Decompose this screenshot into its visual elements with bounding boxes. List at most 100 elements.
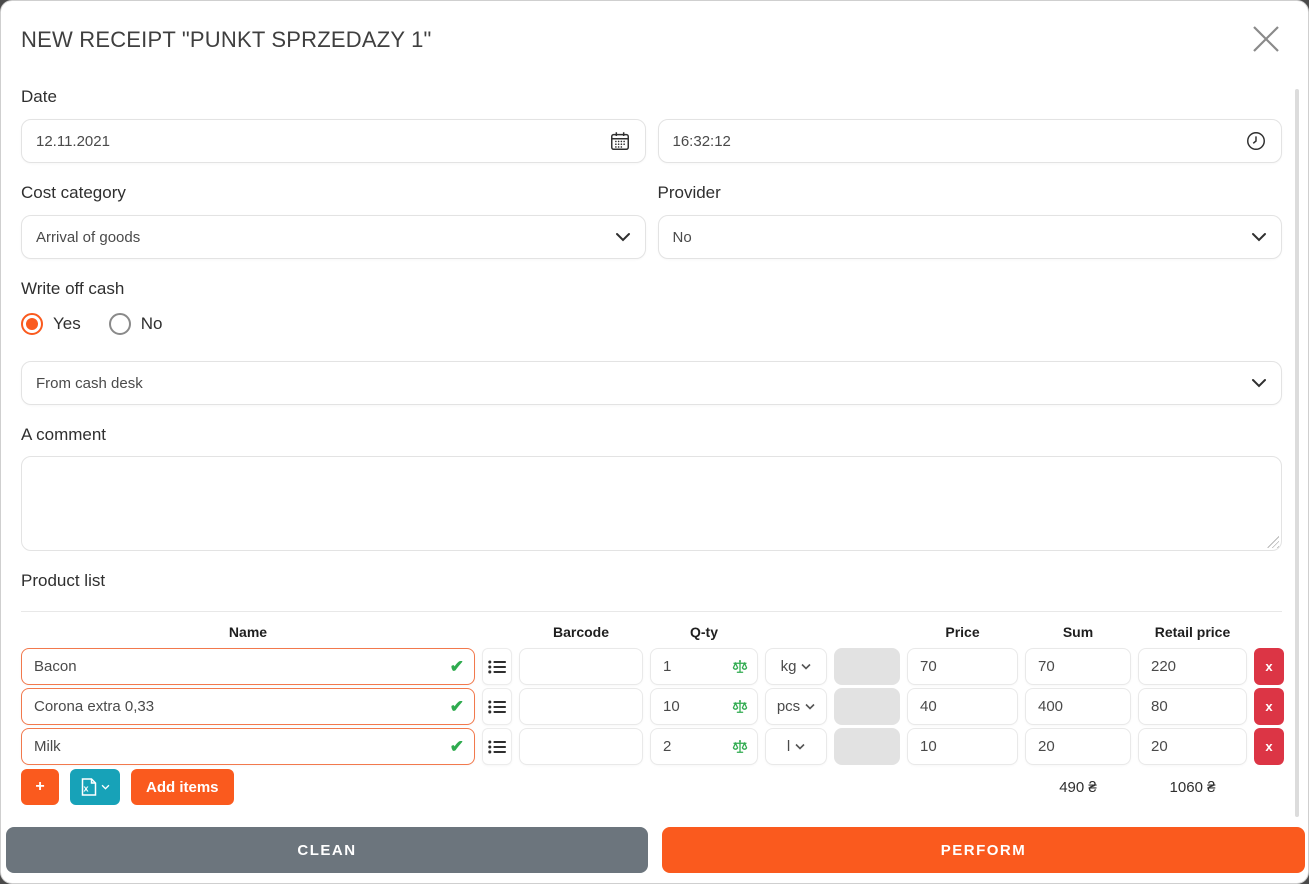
cash-source-select[interactable]: From cash desk bbox=[21, 361, 1282, 405]
delete-row-button[interactable]: x bbox=[1254, 688, 1284, 725]
chevron-down-icon bbox=[795, 743, 805, 750]
write-off-no-label: No bbox=[140, 314, 163, 333]
unit-value: kg bbox=[780, 658, 797, 675]
sum-input[interactable] bbox=[1025, 688, 1131, 725]
radio-unchecked-icon[interactable] bbox=[108, 313, 131, 335]
product-options-button[interactable] bbox=[482, 688, 512, 725]
add-row-button[interactable]: + bbox=[21, 769, 59, 805]
excel-import-dropdown-button[interactable]: x bbox=[70, 769, 120, 805]
chevron-down-icon bbox=[101, 784, 109, 790]
retail-total: 1060 ₴ bbox=[1169, 778, 1216, 796]
table-row: ✔ kg bbox=[21, 648, 1284, 685]
retail-price-input[interactable] bbox=[1138, 688, 1247, 725]
sum-total: 490 ₴ bbox=[1059, 778, 1097, 796]
table-row: ✔ l bbox=[21, 728, 1284, 765]
write-off-yes-radio[interactable]: Yes bbox=[21, 313, 81, 335]
sum-input[interactable] bbox=[1025, 728, 1131, 765]
provider-value: No bbox=[672, 228, 692, 246]
scales-icon[interactable] bbox=[731, 698, 749, 716]
date-label: Date bbox=[21, 87, 57, 106]
chevron-down-icon bbox=[801, 663, 811, 670]
retail-price-input[interactable] bbox=[1138, 648, 1247, 685]
product-list-label: Product list bbox=[21, 571, 106, 590]
col-header-qty: Q-ty bbox=[690, 624, 718, 640]
comment-label: A comment bbox=[21, 425, 107, 444]
provider-select[interactable]: No bbox=[657, 215, 1282, 259]
retail-price-input[interactable] bbox=[1138, 728, 1247, 765]
price-input[interactable] bbox=[907, 728, 1018, 765]
perform-button[interactable]: PERFORM bbox=[662, 827, 1305, 873]
qty-input[interactable] bbox=[663, 698, 731, 715]
scales-icon[interactable] bbox=[731, 658, 749, 676]
cost-category-select[interactable]: Arrival of goods bbox=[21, 215, 646, 259]
col-header-price: Price bbox=[945, 624, 980, 640]
unit-select[interactable]: l bbox=[765, 728, 827, 765]
delete-row-button[interactable]: x bbox=[1254, 648, 1284, 685]
chevron-down-icon bbox=[1251, 378, 1267, 388]
list-icon bbox=[488, 700, 506, 713]
qty-input[interactable] bbox=[663, 658, 731, 675]
provider-label: Provider bbox=[657, 183, 721, 202]
cash-source-value: From cash desk bbox=[36, 374, 143, 392]
col-header-sum: Sum bbox=[1062, 624, 1094, 640]
scales-icon[interactable] bbox=[731, 738, 749, 756]
product-options-button[interactable] bbox=[482, 728, 512, 765]
scrollbar[interactable] bbox=[1295, 89, 1299, 817]
unit-value: l bbox=[786, 738, 791, 755]
resize-grip-icon[interactable] bbox=[1267, 536, 1279, 548]
list-icon bbox=[488, 660, 506, 673]
barcode-input[interactable] bbox=[519, 688, 643, 725]
chevron-down-icon bbox=[615, 232, 631, 242]
qty-input[interactable] bbox=[663, 738, 731, 755]
qty-field[interactable] bbox=[650, 648, 758, 685]
write-off-yes-label: Yes bbox=[53, 314, 81, 333]
col-header-retail-price: Retail price bbox=[1154, 624, 1231, 640]
unit-select[interactable]: pcs bbox=[765, 688, 827, 725]
disabled-field bbox=[834, 648, 900, 685]
list-icon bbox=[488, 740, 506, 753]
date-value: 12.11.2021 bbox=[36, 132, 110, 150]
qty-field[interactable] bbox=[650, 688, 758, 725]
product-name-input[interactable] bbox=[21, 648, 475, 685]
date-input[interactable]: 12.11.2021 bbox=[21, 119, 646, 163]
svg-text:x: x bbox=[83, 784, 88, 794]
price-input[interactable] bbox=[907, 648, 1018, 685]
cost-category-value: Arrival of goods bbox=[36, 228, 141, 246]
product-table: Name Barcode Q-ty Price Sum Retail price… bbox=[21, 611, 1284, 805]
clock-icon[interactable] bbox=[1245, 130, 1267, 152]
check-icon: ✔ bbox=[449, 736, 464, 756]
page-title: NEW RECEIPT "PUNKT SPRZEDAZY 1" bbox=[21, 27, 432, 52]
table-row: ✔ pcs bbox=[21, 688, 1284, 725]
time-value: 16:32:12 bbox=[672, 132, 731, 150]
check-icon: ✔ bbox=[449, 656, 464, 676]
write-off-cash-label: Write off cash bbox=[21, 279, 125, 298]
qty-field[interactable] bbox=[650, 728, 758, 765]
unit-select[interactable]: kg bbox=[765, 648, 827, 685]
comment-textarea[interactable] bbox=[21, 456, 1282, 551]
clean-button[interactable]: CLEAN bbox=[6, 827, 648, 873]
cost-category-label: Cost category bbox=[21, 183, 126, 202]
chevron-down-icon bbox=[805, 703, 815, 710]
product-name-input[interactable] bbox=[21, 728, 475, 765]
excel-file-icon: x bbox=[81, 778, 96, 796]
barcode-input[interactable] bbox=[519, 728, 643, 765]
barcode-input[interactable] bbox=[519, 648, 643, 685]
unit-value: pcs bbox=[776, 698, 801, 715]
disabled-field bbox=[834, 688, 900, 725]
delete-row-button[interactable]: x bbox=[1254, 728, 1284, 765]
col-header-name: Name bbox=[228, 624, 268, 640]
sum-input[interactable] bbox=[1025, 648, 1131, 685]
radio-checked-icon[interactable] bbox=[21, 313, 43, 335]
close-icon[interactable] bbox=[1248, 21, 1284, 57]
col-header-barcode: Barcode bbox=[552, 624, 610, 640]
time-input[interactable]: 16:32:12 bbox=[657, 119, 1282, 163]
product-name-input[interactable] bbox=[21, 688, 475, 725]
write-off-no-radio[interactable]: No bbox=[108, 313, 163, 335]
price-input[interactable] bbox=[907, 688, 1018, 725]
product-options-button[interactable] bbox=[482, 648, 512, 685]
chevron-down-icon bbox=[1251, 232, 1267, 242]
disabled-field bbox=[834, 728, 900, 765]
add-items-button[interactable]: Add items bbox=[131, 769, 234, 805]
calendar-icon[interactable] bbox=[609, 130, 631, 152]
